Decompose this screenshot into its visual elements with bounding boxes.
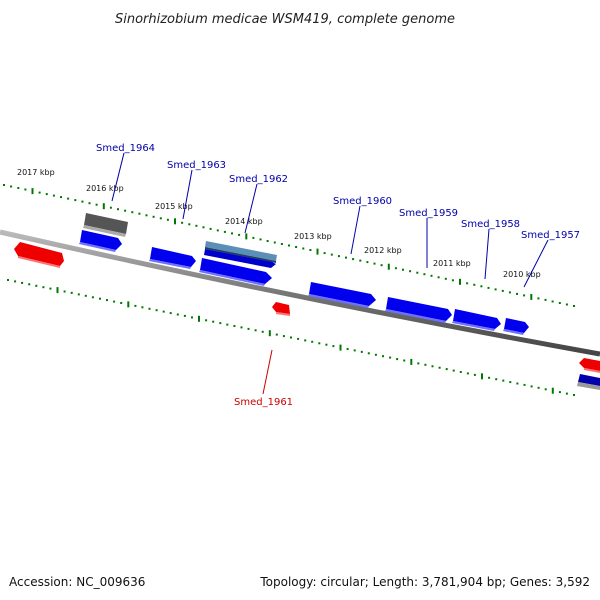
gene-arrow-smed-1962[interactable] [204,249,276,268]
outer-tick-ring [3,184,575,307]
gene-arrow-smed-1961-block[interactable] [199,258,272,286]
accession-text: Accession: NC_009636 [9,575,145,589]
gene-arrow-edge-blue[interactable] [577,374,600,390]
tick-label-2010: 2010 kbp [503,270,541,279]
label-leaders [111,152,549,395]
tick-label-2012: 2012 kbp [364,246,402,255]
gene-arrow-smed-1957[interactable] [503,318,529,335]
gene-label-smed-1957[interactable]: Smed_1957 [521,230,580,241]
gene-label-smed-1959[interactable]: Smed_1959 [399,208,458,219]
gray-feature[interactable] [83,213,128,237]
gene-arrow-smed-1960[interactable] [308,282,376,308]
gene-arrow-smed-1958[interactable] [452,309,501,331]
gene-arrow-smed-1959[interactable] [385,297,452,323]
tick-label-2014: 2014 kbp [225,217,263,226]
light-blue-feature[interactable] [205,241,277,263]
inner-tick-ring [7,279,575,396]
tick-label-2016: 2016 kbp [86,184,124,193]
map-title: Sinorhizobium medicae WSM419, complete g… [115,12,455,27]
tick-label-2017: 2017 kbp [17,168,55,177]
tick-labels: 2017 kbp 2016 kbp 2015 kbp 2014 kbp 2013… [17,168,541,279]
reverse-genes [14,242,600,373]
gene-arrow-red-edge[interactable] [579,358,600,373]
gene-arrow-red-left[interactable] [14,242,64,268]
gene-label-smed-1958[interactable]: Smed_1958 [461,219,520,230]
tick-label-2013: 2013 kbp [294,232,332,241]
gene-arrow-smed-1963[interactable] [149,247,196,269]
forward-genes [79,230,600,390]
gene-labels: Smed_1964 Smed_1963 Smed_1962 Smed_1960 … [96,143,580,408]
gene-label-smed-1960[interactable]: Smed_1960 [333,196,392,207]
gene-label-smed-1964[interactable]: Smed_1964 [96,143,155,154]
genome-backbone [0,229,600,357]
gene-arrow-smed-1961[interactable] [272,302,290,316]
tick-label-2011: 2011 kbp [433,259,471,268]
gene-label-smed-1963[interactable]: Smed_1963 [167,160,226,171]
gene-arrow-smed-1964[interactable] [79,230,122,252]
gene-label-smed-1962[interactable]: Smed_1962 [229,174,288,185]
tick-label-2015: 2015 kbp [155,202,193,211]
genome-summary-text: Topology: circular; Length: 3,781,904 bp… [259,575,590,589]
gene-label-smed-1961[interactable]: Smed_1961 [234,397,293,408]
